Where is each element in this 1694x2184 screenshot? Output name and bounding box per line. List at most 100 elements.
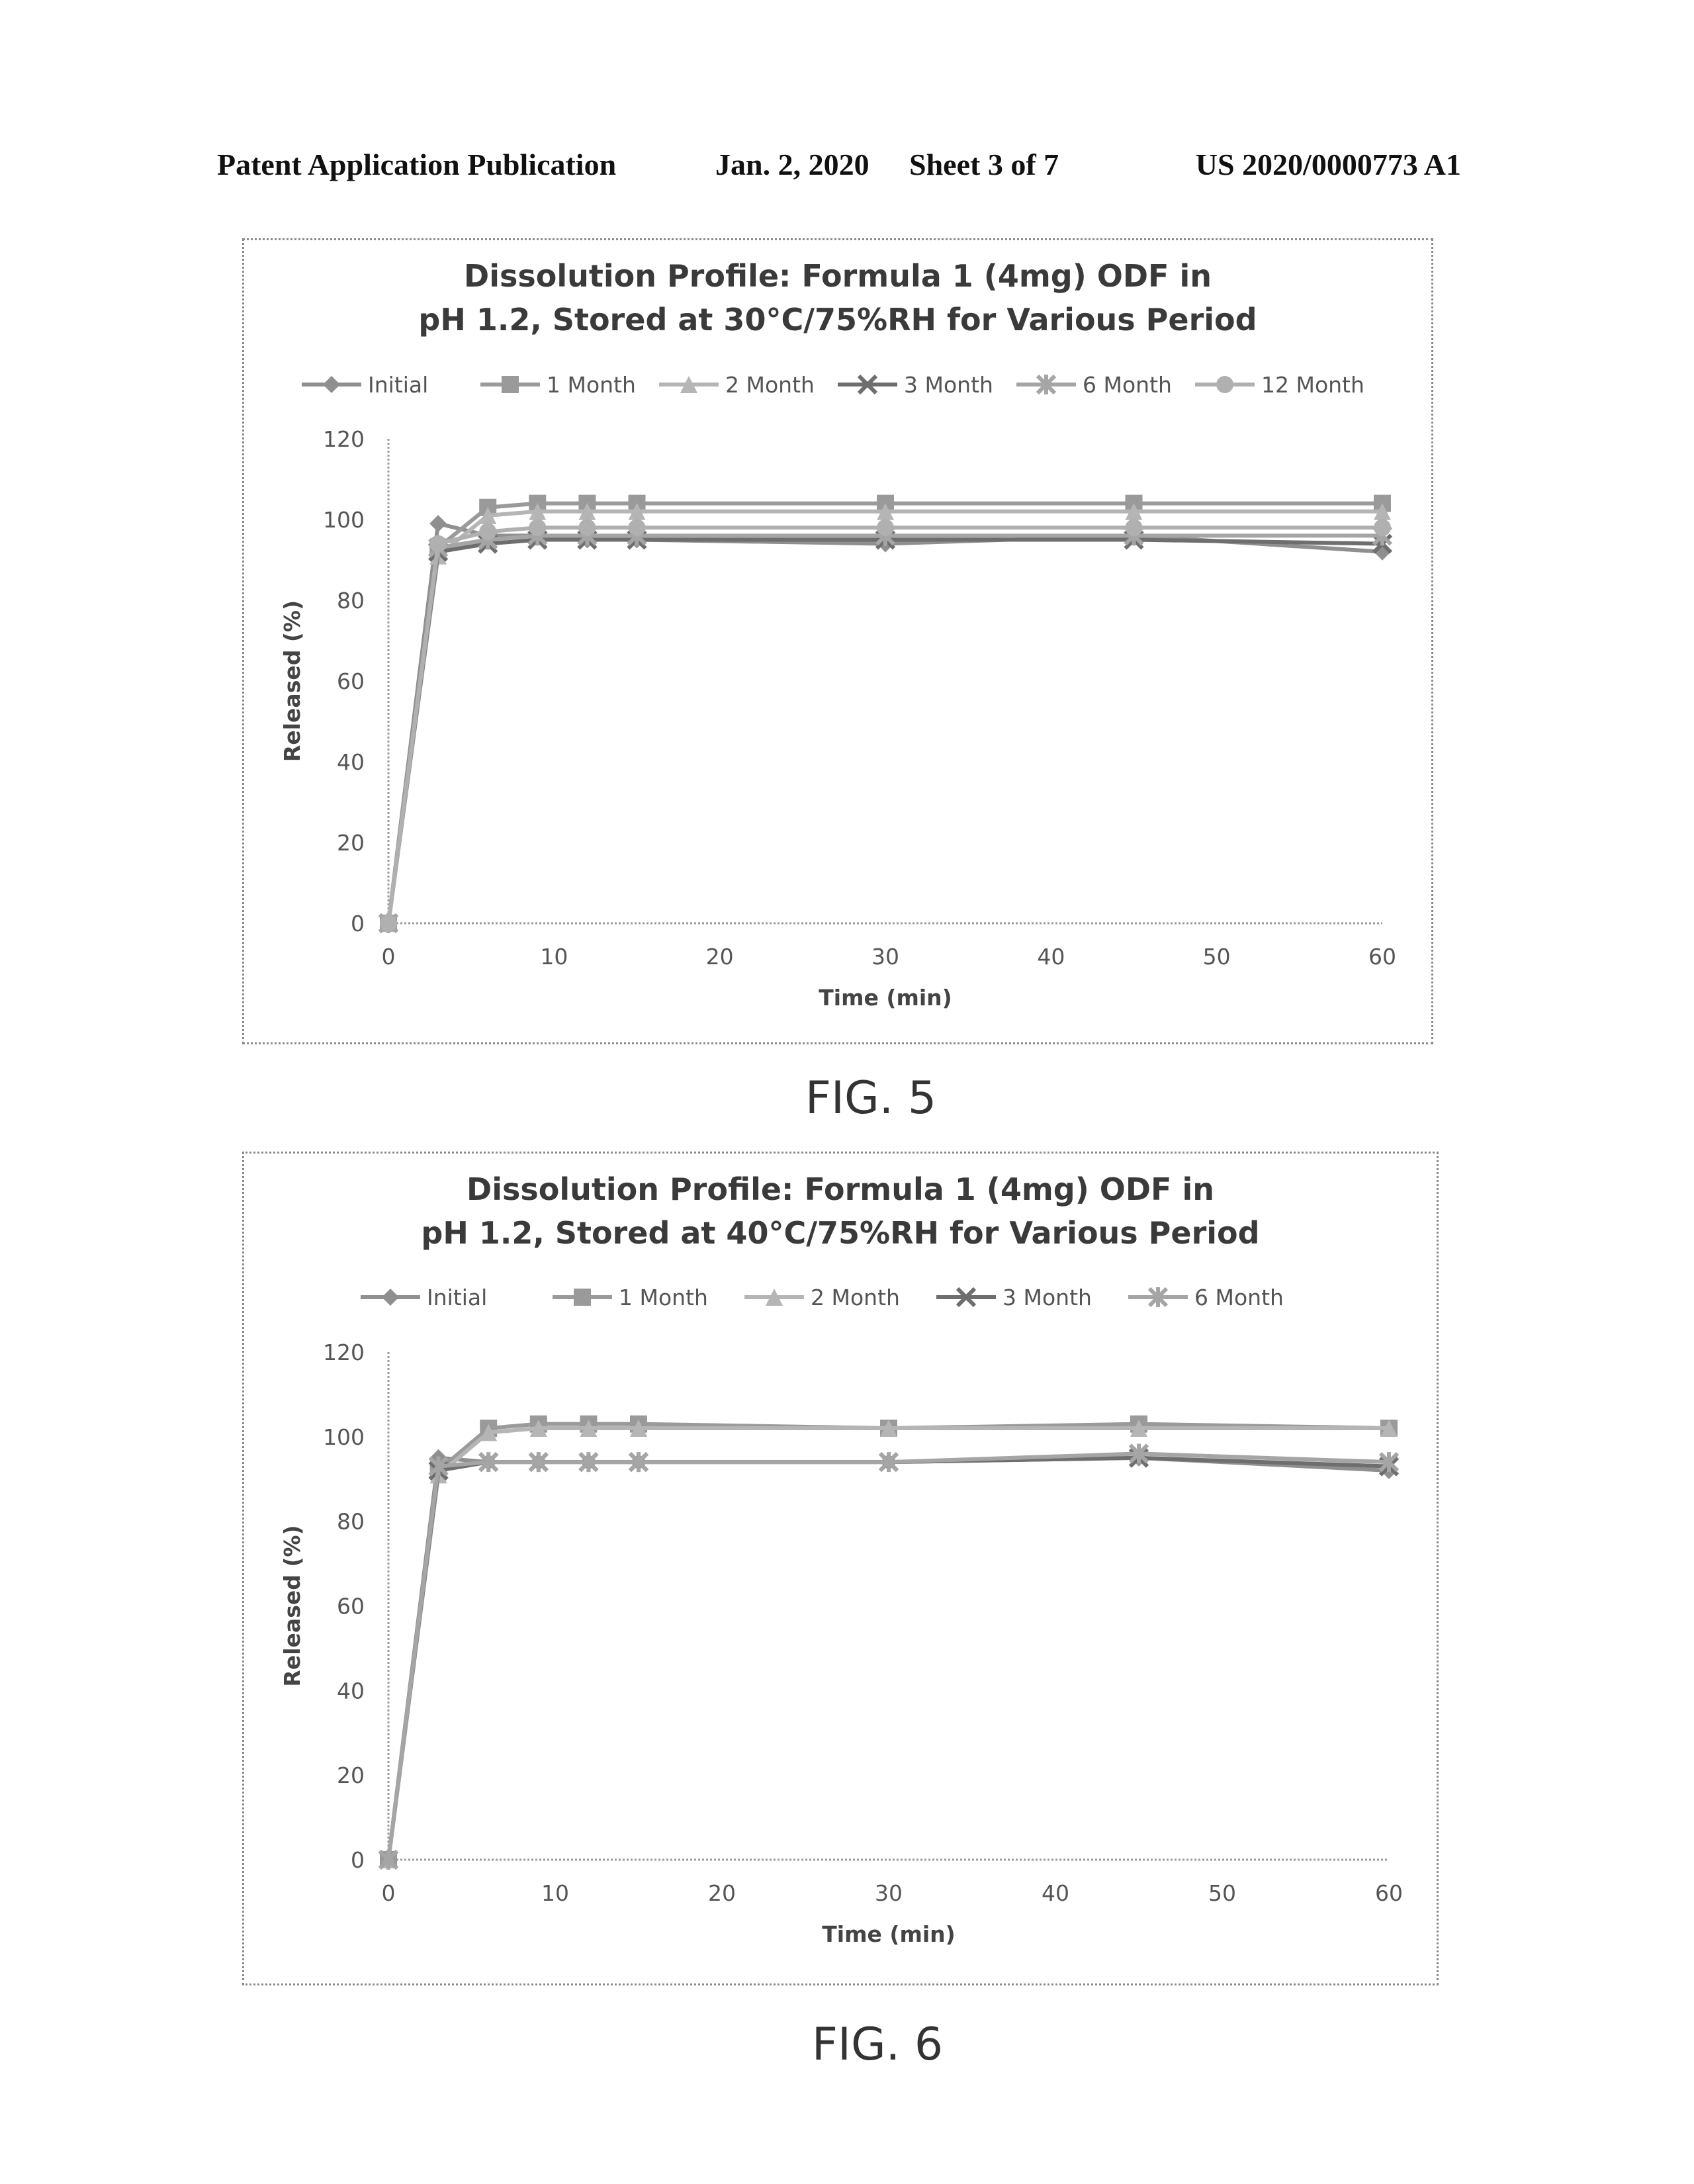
legend-marker: [502, 376, 519, 393]
series-1-month: [380, 494, 1391, 932]
data-point: [628, 1452, 649, 1473]
series-2-month: [380, 502, 1391, 932]
chart-title-line: pH 1.2, Stored at 40°C/75%RH for Various…: [421, 1215, 1259, 1251]
legend-label: 12 Month: [1261, 372, 1364, 398]
legend-label: 2 Month: [725, 372, 815, 398]
series-6-month: [378, 1443, 1400, 1870]
data-point: [877, 502, 894, 520]
data-point: [1380, 1420, 1398, 1437]
series-initial: [380, 1449, 1398, 1868]
data-point: [529, 519, 547, 537]
series-2-month: [380, 1420, 1398, 1868]
sheet-number: Sheet 3 of 7: [909, 148, 1059, 181]
data-point: [628, 519, 646, 537]
series-line: [386, 1426, 1389, 1860]
legend-marker: [382, 1289, 399, 1306]
x-tick-label: 60: [1375, 1880, 1403, 1906]
chart-fig5-svg: Dissolution Profile: Formula 1 (4mg) ODF…: [279, 258, 1396, 1011]
x-tick-label: 30: [875, 1880, 903, 1906]
data-point: [529, 1420, 547, 1437]
y-tick-label: 100: [323, 1424, 365, 1450]
figure-label-5: FIG. 5: [805, 1072, 937, 1124]
legend-marker: [323, 376, 340, 393]
series-line: [386, 525, 1382, 924]
series-line: [386, 1455, 1390, 1860]
series-12-month: [380, 519, 1391, 932]
y-tick-label: 120: [323, 426, 365, 452]
page-header: Patent Application Publication Jan. 2, 2…: [217, 147, 1461, 187]
y-axis-label: Released (%): [279, 1525, 305, 1686]
data-point: [1374, 502, 1391, 520]
series-line: [386, 1422, 1390, 1860]
legend-label: 1 Month: [547, 372, 636, 398]
data-point: [480, 1424, 498, 1441]
y-tick-label: 0: [351, 911, 365, 936]
figure-label-6: FIG. 6: [811, 2019, 944, 2071]
chart-title-line: Dissolution Profile: Formula 1 (4mg) ODF…: [467, 1171, 1214, 1207]
y-tick-label: 20: [337, 830, 365, 856]
x-tick-label: 20: [708, 1880, 736, 1906]
x-tick-label: 50: [1203, 944, 1231, 970]
data-point: [878, 1452, 899, 1473]
x-tick-label: 40: [1042, 1880, 1069, 1906]
data-point: [877, 519, 894, 537]
series-line: [386, 501, 1382, 924]
y-tick-label: 80: [337, 588, 365, 614]
data-point: [528, 1452, 549, 1473]
data-point: [578, 502, 596, 520]
chart-title-line: Dissolution Profile: Formula 1 (4mg) ODF…: [464, 258, 1212, 294]
data-point: [479, 523, 497, 541]
data-point: [380, 915, 397, 932]
legend-marker: [766, 1289, 783, 1306]
chart-title-line: pH 1.2, Stored at 30°C/75%RH for Various…: [418, 302, 1257, 338]
legend-label: 6 Month: [1083, 372, 1172, 398]
series-line: [386, 1455, 1390, 1860]
legend-marker: [680, 376, 697, 393]
x-tick-label: 10: [540, 944, 568, 970]
legend-marker: [1216, 376, 1233, 393]
series-3-month: [378, 1447, 1400, 1870]
y-tick-label: 100: [323, 507, 365, 533]
publication-title: Patent Application Publication: [217, 148, 617, 181]
legend-marker: [574, 1289, 591, 1306]
data-point: [529, 502, 547, 520]
y-tick-label: 80: [337, 1509, 365, 1535]
legend: Initial 1 Month 2 Month 3 Month 6 Month: [361, 1285, 1284, 1310]
data-point: [478, 1452, 499, 1473]
patent-number: US 2020/0000773 A1: [1195, 148, 1461, 181]
legend-label: Initial: [427, 1285, 487, 1310]
data-point: [1125, 502, 1143, 520]
x-tick-label: 20: [706, 944, 734, 970]
series-1-month: [380, 1415, 1398, 1868]
legend-label: 2 Month: [811, 1285, 900, 1310]
legend-marker: [1147, 1287, 1169, 1308]
legend-label: 3 Month: [904, 372, 993, 398]
y-tick-label: 20: [337, 1762, 365, 1788]
x-tick-label: 0: [382, 1880, 396, 1906]
x-axis-label: Time (min): [822, 1921, 955, 1947]
legend-marker: [857, 374, 878, 395]
y-axis-label: Released (%): [279, 600, 305, 762]
data-point: [1125, 519, 1143, 537]
series-line: [386, 537, 1383, 924]
series-line: [386, 1451, 1390, 1860]
data-point: [1130, 1420, 1147, 1437]
data-point: [1374, 519, 1391, 537]
x-tick-label: 50: [1208, 1880, 1236, 1906]
legend-label: Initial: [368, 372, 428, 398]
series-line: [386, 521, 1383, 924]
legend-marker: [1036, 374, 1057, 395]
data-point: [1128, 1443, 1149, 1464]
legend-label: 6 Month: [1194, 1285, 1284, 1310]
chart-fig5: Dissolution Profile: Formula 1 (4mg) ODF…: [242, 238, 1433, 1044]
series-initial: [380, 515, 1391, 932]
y-tick-label: 40: [337, 1678, 365, 1704]
y-tick-label: 120: [323, 1340, 365, 1365]
data-point: [429, 535, 447, 553]
data-point: [628, 502, 646, 520]
legend-label: 1 Month: [619, 1285, 708, 1310]
data-point: [479, 506, 497, 524]
x-axis-label: Time (min): [819, 985, 952, 1011]
series-3-month: [378, 529, 1393, 934]
series-line: [386, 533, 1382, 924]
